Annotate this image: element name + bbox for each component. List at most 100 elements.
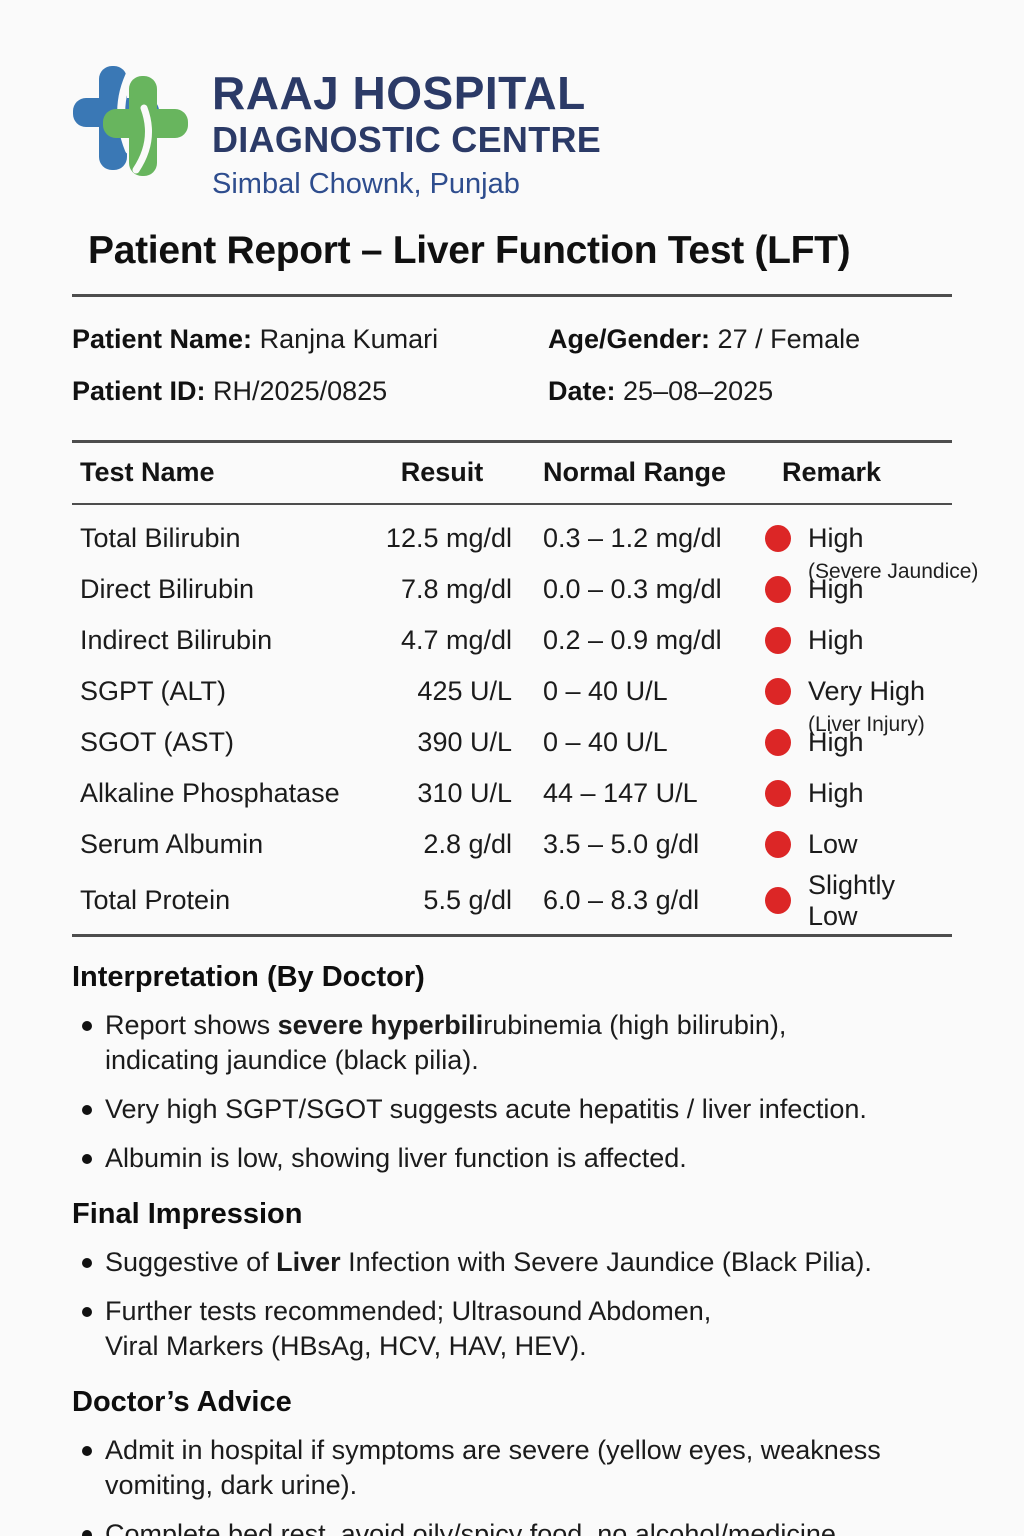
remark-text: High bbox=[808, 777, 864, 808]
age-gender-field: Age/Gender: 27 / Female bbox=[548, 324, 952, 355]
remark-note: (Severe Jaundice) bbox=[808, 559, 979, 583]
remark-cell: High (Severe Jaundice) bbox=[762, 523, 978, 583]
remark-cell: High bbox=[762, 727, 952, 758]
hospital-header: RAAJ HOSPITAL DIAGNOSTIC CENTRE Simbal C… bbox=[72, 0, 952, 201]
test-name-cell: Total Bilirubin bbox=[80, 522, 241, 553]
range-cell: 6.0 – 8.3 g/dl bbox=[543, 885, 700, 916]
table-row: Indirect Bilirubin 4.7 mg/dl 0.2 – 0.9 m… bbox=[72, 615, 952, 666]
test-name-cell: Direct Bilirubin bbox=[80, 573, 255, 604]
divider bbox=[72, 933, 952, 937]
interpretation-list: Report shows severe hyperbilirubinemia (… bbox=[72, 1008, 952, 1176]
hospital-name: RAAJ HOSPITAL bbox=[212, 67, 586, 119]
col-header-result: Resuit bbox=[400, 457, 484, 488]
remark-text: High bbox=[808, 624, 864, 655]
status-dot-icon bbox=[765, 830, 791, 858]
patient-info: Patient Name: Ranjna Kumari Age/Gender: … bbox=[72, 324, 952, 407]
hospital-logo-icon bbox=[73, 66, 188, 176]
remark-cell: High bbox=[762, 778, 952, 809]
range-cell: 0.0 – 0.3 mg/dl bbox=[543, 573, 722, 604]
test-name-cell: Alkaline Phosphatase bbox=[80, 777, 340, 808]
bullet-text: Infection with Severe Jaundice (Black Pi… bbox=[340, 1246, 872, 1277]
test-name-cell: Indirect Bilirubin bbox=[80, 624, 273, 655]
remark-text: High bbox=[808, 726, 864, 757]
remark-cell: High bbox=[762, 574, 952, 605]
table-row: Serum Albumin 2.8 g/dl 3.5 – 5.0 g/dl Lo… bbox=[72, 819, 952, 870]
table-row: Total Protein 5.5 g/dl 6.0 – 8.3 g/dl Sl… bbox=[72, 870, 952, 931]
remark-text: Very High bbox=[808, 675, 926, 706]
list-item: Albumin is low, showing liver function i… bbox=[72, 1141, 952, 1176]
remark-cell: Slightly Low bbox=[762, 870, 952, 932]
test-name-cell: SGOT (AST) bbox=[80, 726, 235, 757]
list-item: Complete bed rest, avoid oily/spicy food… bbox=[72, 1517, 952, 1536]
col-header-remark: Remark bbox=[782, 457, 882, 488]
table-row: SGOT (AST) 390 U/L 0 – 40 U/L High bbox=[72, 717, 952, 768]
list-item: Suggestive of Liver Infection with Sever… bbox=[72, 1245, 952, 1280]
interpretation-heading: Interpretation (By Doctor) bbox=[72, 960, 425, 993]
remark-note: (Liver Injury) bbox=[808, 712, 925, 736]
table-body: Total Bilirubin 12.5 mg/dl 0.3 – 1.2 mg/… bbox=[72, 505, 978, 934]
bullet-text-bold: Liver bbox=[276, 1246, 341, 1277]
result-cell: 12.5 mg/dl bbox=[385, 522, 512, 553]
age-gender-label: Age/Gender: bbox=[548, 323, 711, 354]
list-item: Further tests recommended; Ultrasound Ab… bbox=[72, 1294, 952, 1364]
hospital-title-block: RAAJ HOSPITAL DIAGNOSTIC CENTRE Simbal C… bbox=[212, 62, 601, 201]
test-name-cell: Total Protein bbox=[80, 885, 231, 916]
bullet-text: Suggestive of bbox=[105, 1246, 277, 1277]
result-cell: 425 U/L bbox=[417, 675, 512, 706]
col-header-test-name: Test Name bbox=[80, 457, 215, 488]
bullet-text: Admit in hospital if symptoms are severe… bbox=[105, 1434, 881, 1500]
status-dot-icon bbox=[765, 887, 791, 915]
hospital-subtitle: DIAGNOSTIC CENTRE bbox=[212, 118, 602, 160]
patient-name-label: Patient Name: bbox=[72, 323, 253, 354]
patient-id-field: Patient ID: RH/2025/0825 bbox=[72, 376, 548, 407]
range-cell: 0 – 40 U/L bbox=[543, 675, 668, 706]
hospital-location: Simbal Chownk, Punjab bbox=[212, 167, 520, 200]
date-label: Date: bbox=[548, 375, 616, 406]
remark-cell: High bbox=[762, 625, 952, 656]
bullet-text: Very high SGPT/SGOT suggests acute hepat… bbox=[105, 1093, 867, 1124]
result-cell: 5.5 g/dl bbox=[423, 885, 512, 916]
result-cell: 4.7 mg/dl bbox=[400, 624, 512, 655]
final-impression-heading: Final Impression bbox=[72, 1197, 303, 1230]
table-row: Total Bilirubin 12.5 mg/dl 0.3 – 1.2 mg/… bbox=[72, 513, 978, 583]
table-row: Direct Bilirubin 7.8 mg/dl 0.0 – 0.3 mg/… bbox=[72, 564, 952, 615]
status-dot-icon bbox=[765, 626, 791, 654]
col-header-normal-range: Normal Range bbox=[543, 457, 727, 488]
final-impression-list: Suggestive of Liver Infection with Sever… bbox=[72, 1245, 952, 1364]
status-dot-icon bbox=[765, 677, 791, 705]
status-dot-icon bbox=[765, 779, 791, 807]
bullet-text: Complete bed rest, avoid oily/spicy food… bbox=[105, 1518, 836, 1536]
doctors-advice-list: Admit in hospital if symptoms are severe… bbox=[72, 1433, 952, 1536]
range-cell: 0 – 40 U/L bbox=[543, 726, 668, 757]
bullet-text: Report shows bbox=[105, 1009, 278, 1040]
result-cell: 2.8 g/dl bbox=[423, 828, 512, 859]
report-title: Patient Report – Liver Function Test (LF… bbox=[88, 228, 851, 272]
status-dot-icon bbox=[765, 728, 791, 756]
remark-text: Low bbox=[808, 828, 858, 859]
bullet-text: Albumin is low, showing liver function i… bbox=[105, 1142, 687, 1173]
list-item: Admit in hospital if symptoms are severe… bbox=[72, 1433, 952, 1503]
result-cell: 390 U/L bbox=[417, 726, 512, 757]
patient-id-value: RH/2025/0825 bbox=[213, 375, 388, 406]
range-cell: 0.3 – 1.2 mg/dl bbox=[543, 522, 722, 553]
test-name-cell: SGPT (ALT) bbox=[80, 675, 227, 706]
result-cell: 7.8 mg/dl bbox=[400, 573, 512, 604]
range-cell: 0.2 – 0.9 mg/dl bbox=[543, 624, 722, 655]
range-cell: 3.5 – 5.0 g/dl bbox=[543, 828, 700, 859]
bullet-text: rubinemia (high bilirubin), indicating j… bbox=[105, 1009, 787, 1075]
table-header-row: Test Name Resuit Normal Range Remark bbox=[72, 443, 952, 503]
result-cell: 310 U/L bbox=[417, 777, 512, 808]
test-name-cell: Serum Albumin bbox=[80, 828, 264, 859]
table-row: SGPT (ALT) 425 U/L 0 – 40 U/L Very High … bbox=[72, 666, 952, 736]
date-field: Date: 25–08–2025 bbox=[548, 376, 952, 407]
list-item: Report shows severe hyperbilirubinemia (… bbox=[72, 1008, 952, 1078]
remark-text: Slightly Low bbox=[808, 869, 896, 931]
age-gender-value: 27 / Female bbox=[717, 323, 861, 354]
patient-name-value: Ranjna Kumari bbox=[259, 323, 439, 354]
table-row: Alkaline Phosphatase 310 U/L 44 – 147 U/… bbox=[72, 768, 952, 819]
doctors-advice-heading: Doctor’s Advice bbox=[72, 1385, 292, 1418]
bullet-text: Further tests recommended; Ultrasound Ab… bbox=[105, 1295, 712, 1361]
remark-cell: Very High (Liver Injury) bbox=[762, 675, 952, 736]
date-value: 25–08–2025 bbox=[623, 375, 774, 406]
